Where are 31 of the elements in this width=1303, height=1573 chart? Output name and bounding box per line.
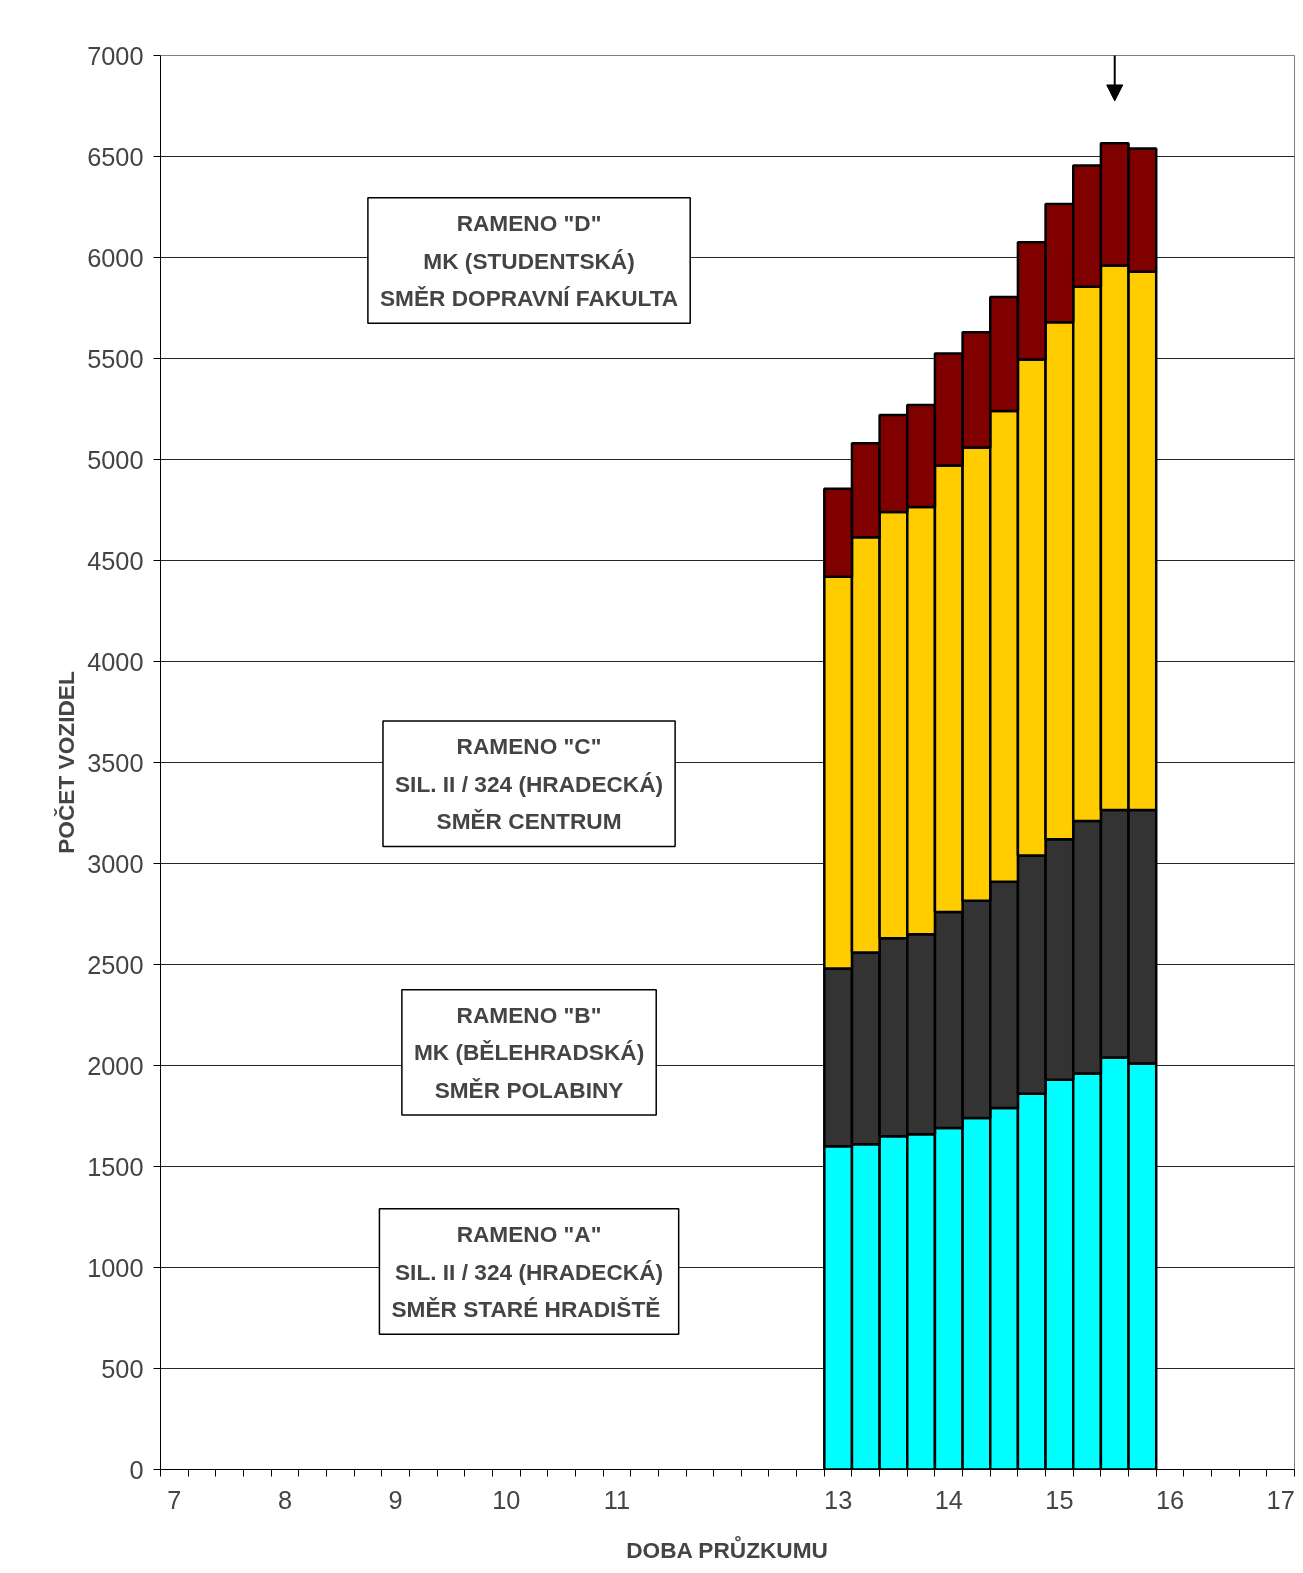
- annotation: RAMENO "A" SIL. II / 324 (HRADECKÁ) SMĚR STARÉ HRADIŠTĚ: [391, 1220, 664, 1323]
- y-tick-label: 2000: [87, 1051, 144, 1080]
- y-tick-label: 7000: [87, 41, 144, 70]
- x-tick-label: 16: [1155, 1485, 1185, 1514]
- y-tick-label: 5500: [87, 344, 144, 373]
- y-tick-label: 3500: [87, 748, 144, 777]
- y-axis-title: POČET VOZIDEL: [53, 671, 80, 854]
- y-tick-label: 1000: [87, 1253, 144, 1282]
- y-tick-label: 2500: [87, 950, 144, 979]
- y-tick-label: 4000: [87, 647, 144, 676]
- x-tick-label: 17: [1266, 1485, 1295, 1514]
- annotation: RAMENO "C" SIL. II / 324 (HRADECKÁ) SMĚR CENTRUM: [394, 733, 664, 835]
- x-tick-label: 11: [603, 1485, 631, 1514]
- y-tick-label: 5000: [87, 445, 144, 474]
- annotation: RAMENO "D" MK (STUDENTSKÁ) SMĚR DOPRAVNÍ FAKULTA: [379, 209, 679, 312]
- annotation: RAMENO "B" MK (BĚLEHRADSKÁ) SMĚR POLABINY: [413, 1001, 645, 1104]
- y-tick-label: 6000: [87, 243, 144, 272]
- y-tick-label: 6500: [87, 142, 144, 171]
- y-tick-label: 4500: [87, 546, 144, 575]
- x-tick-label: 13: [824, 1485, 853, 1514]
- x-tick-label: 9: [388, 1485, 403, 1514]
- y-tick-label: 1500: [87, 1152, 144, 1181]
- y-tick-label: 3000: [87, 849, 144, 878]
- x-tick-label: 15: [1045, 1485, 1074, 1514]
- x-tick-label: 10: [492, 1485, 521, 1514]
- x-tick-label: 7: [167, 1485, 182, 1514]
- x-tick-label: 14: [934, 1485, 963, 1514]
- x-axis-title: DOBA PRŮZKUMU: [626, 1534, 828, 1563]
- y-tick-label: 500: [101, 1354, 144, 1383]
- x-tick-label: 8: [277, 1485, 293, 1514]
- y-tick-label: 0: [129, 1455, 144, 1484]
